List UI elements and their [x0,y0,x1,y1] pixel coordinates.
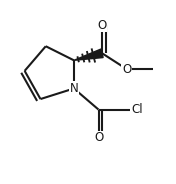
Text: Cl: Cl [131,103,143,116]
Text: O: O [122,63,131,76]
Text: O: O [98,19,107,32]
Text: N: N [70,82,78,95]
Polygon shape [74,49,103,60]
Text: O: O [94,131,103,144]
